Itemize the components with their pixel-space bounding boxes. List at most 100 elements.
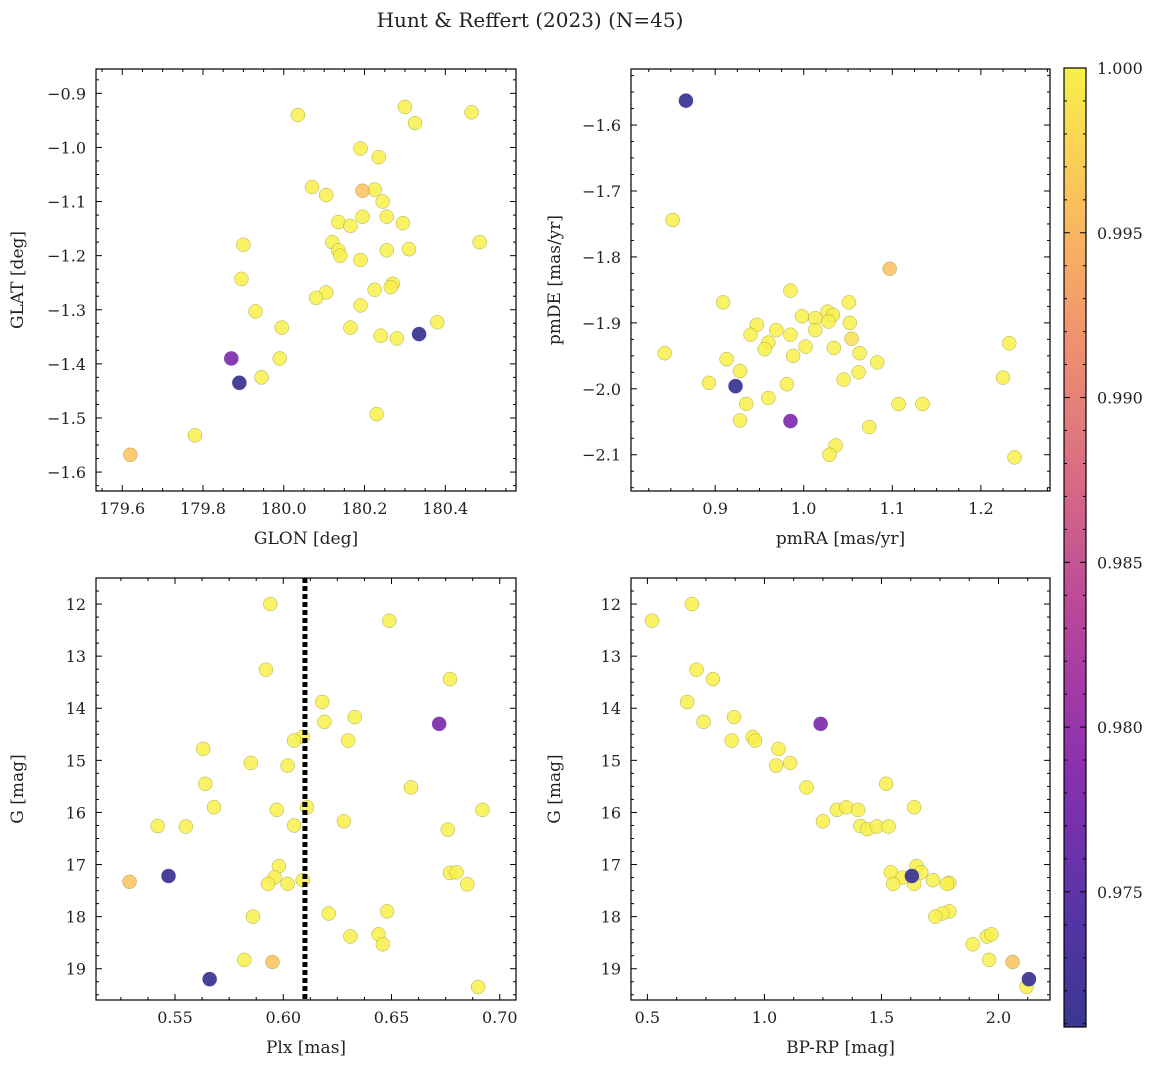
x-tick-label: 1.0 bbox=[752, 1008, 777, 1027]
scatter-point bbox=[728, 378, 743, 394]
scatter-point bbox=[678, 93, 694, 108]
scatter-point bbox=[442, 671, 458, 687]
scatter-point bbox=[995, 370, 1011, 385]
scatter-point bbox=[411, 326, 427, 342]
scatter-point bbox=[355, 183, 370, 198]
scatter-point bbox=[472, 234, 487, 250]
scatter-point bbox=[939, 876, 955, 892]
scatter-point bbox=[379, 904, 395, 919]
scatter-point bbox=[379, 209, 395, 224]
y-axis-label: G [mag] bbox=[545, 754, 565, 823]
y-tick-label: 17 bbox=[66, 856, 86, 875]
scatter-point bbox=[738, 396, 754, 412]
scatter-point bbox=[852, 345, 867, 361]
y-tick-label: −1.0 bbox=[47, 138, 86, 157]
scatter-point bbox=[353, 141, 368, 156]
x-tick-label: 180.4 bbox=[422, 499, 468, 518]
scatter-point bbox=[290, 107, 306, 123]
scatter-point bbox=[369, 406, 384, 422]
scatter-point bbox=[243, 755, 259, 771]
scatter-point bbox=[726, 709, 742, 725]
scatter-point bbox=[844, 331, 859, 346]
scatter-point bbox=[187, 428, 203, 443]
scatter-point bbox=[343, 929, 358, 944]
scatter-point bbox=[1002, 336, 1017, 351]
colorbar-tick-label: 1.000 bbox=[1097, 59, 1143, 78]
scatter-point bbox=[195, 741, 211, 757]
scatter-point bbox=[689, 662, 704, 677]
scatter-point bbox=[317, 714, 332, 730]
y-tick-label: 15 bbox=[601, 751, 621, 770]
scatter-point bbox=[813, 716, 828, 732]
scatter-point bbox=[965, 937, 981, 952]
scatter-point bbox=[783, 327, 798, 342]
scatter-point bbox=[318, 187, 334, 203]
scatter-point bbox=[836, 372, 851, 387]
scatter-point bbox=[304, 179, 320, 195]
colorbar-tick-label: 0.975 bbox=[1097, 883, 1143, 902]
x-tick-label: 0.60 bbox=[265, 1008, 301, 1027]
scatter-point bbox=[236, 237, 251, 253]
scatter-point bbox=[353, 252, 368, 268]
x-tick-label: 0.9 bbox=[702, 499, 727, 518]
x-tick-label: 179.8 bbox=[180, 499, 226, 518]
scatter-point bbox=[286, 733, 302, 748]
scatter-point bbox=[336, 814, 352, 829]
scatter-point bbox=[783, 283, 798, 298]
scatter-point bbox=[794, 309, 810, 324]
scatter-point bbox=[679, 694, 695, 710]
scatter-point bbox=[286, 818, 302, 833]
y-tick-label: −2.0 bbox=[582, 380, 621, 399]
scatter-point bbox=[237, 952, 252, 968]
y-tick-label: −1.2 bbox=[47, 247, 86, 266]
scatter-point bbox=[234, 271, 249, 287]
scatter-point bbox=[254, 370, 269, 385]
scatter-point bbox=[984, 927, 999, 942]
panel-plx-g: 0.55 0.60 0.65 0.70 12 13 14 15 16 17 18 19 Plx [mas… bbox=[8, 577, 518, 1058]
scatter-point bbox=[771, 741, 786, 757]
scatter-point bbox=[223, 351, 239, 366]
x-tick-label: 0.65 bbox=[374, 1008, 410, 1027]
scatter-point bbox=[274, 320, 290, 335]
scatter-point bbox=[1007, 450, 1022, 465]
scatter-point bbox=[150, 818, 165, 834]
y-tick-label: −0.9 bbox=[47, 84, 86, 103]
scatter-point bbox=[826, 340, 842, 356]
scatter-point bbox=[232, 375, 247, 391]
scatter-point bbox=[925, 872, 941, 888]
x-tick-label: 180.2 bbox=[342, 499, 388, 518]
scatter-point bbox=[1021, 971, 1037, 987]
scatter-point bbox=[375, 194, 390, 209]
scatter-point bbox=[821, 314, 836, 329]
y-tick-label: 19 bbox=[601, 960, 621, 979]
scatter-point bbox=[1005, 954, 1020, 970]
y-tick-label: −1.6 bbox=[582, 116, 621, 135]
scatter-point bbox=[815, 814, 831, 829]
axes-frame bbox=[95, 68, 517, 492]
y-axis-label: pmDE [mas/yr] bbox=[545, 215, 565, 345]
scatter-point bbox=[747, 733, 763, 748]
y-tick-label: −1.1 bbox=[47, 193, 86, 212]
scatter-point bbox=[333, 248, 348, 263]
scatter-point bbox=[248, 304, 263, 319]
scatter-point bbox=[340, 733, 356, 748]
y-tick-label: 12 bbox=[66, 595, 86, 614]
scatter-point bbox=[862, 419, 877, 435]
y-tick-label: 17 bbox=[601, 856, 621, 875]
scatter-point bbox=[841, 295, 857, 310]
scatter-point bbox=[761, 390, 776, 406]
colorbar-tick-label: 0.995 bbox=[1097, 224, 1143, 243]
scatter-point bbox=[768, 758, 784, 773]
colorbar-gradient bbox=[1064, 68, 1086, 1027]
scatter-point bbox=[280, 758, 295, 773]
scatter-point bbox=[331, 214, 346, 230]
scatter-point bbox=[122, 874, 137, 889]
axis-ticks bbox=[631, 69, 1050, 491]
scatter-point bbox=[822, 447, 837, 462]
y-tick-label: −1.7 bbox=[582, 182, 621, 201]
scatter-point bbox=[373, 328, 388, 343]
scatter-point bbox=[265, 954, 280, 970]
y-tick-label: −1.8 bbox=[582, 248, 621, 267]
x-tick-label: 2.0 bbox=[986, 1008, 1011, 1027]
x-tick-label: 1.0 bbox=[791, 499, 816, 518]
